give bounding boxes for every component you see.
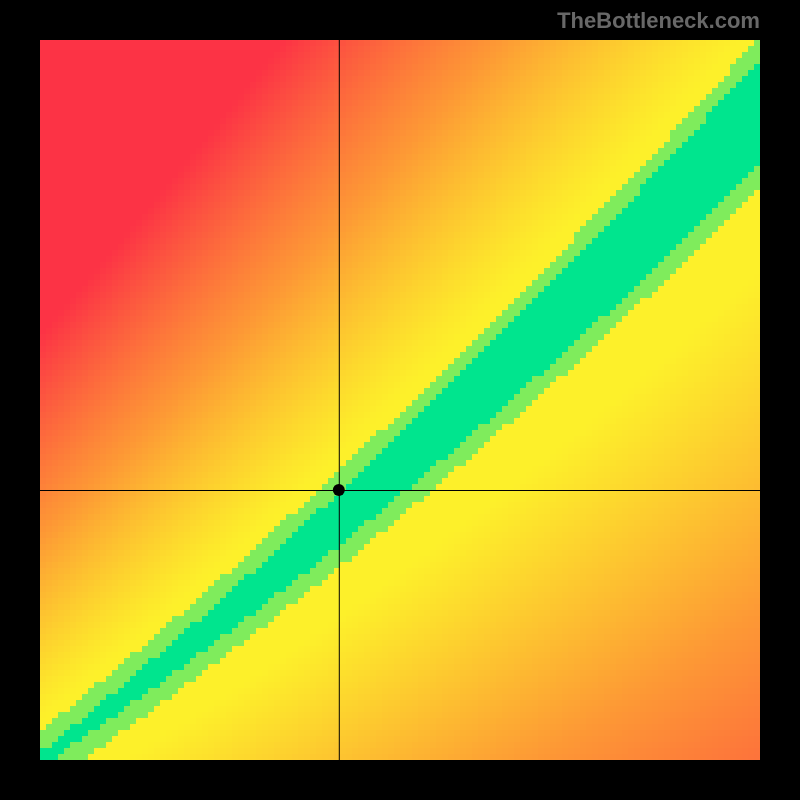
watermark-text: TheBottleneck.com	[557, 8, 760, 34]
plot-area	[40, 40, 760, 760]
heatmap-canvas	[40, 40, 760, 760]
chart-container: TheBottleneck.com	[0, 0, 800, 800]
